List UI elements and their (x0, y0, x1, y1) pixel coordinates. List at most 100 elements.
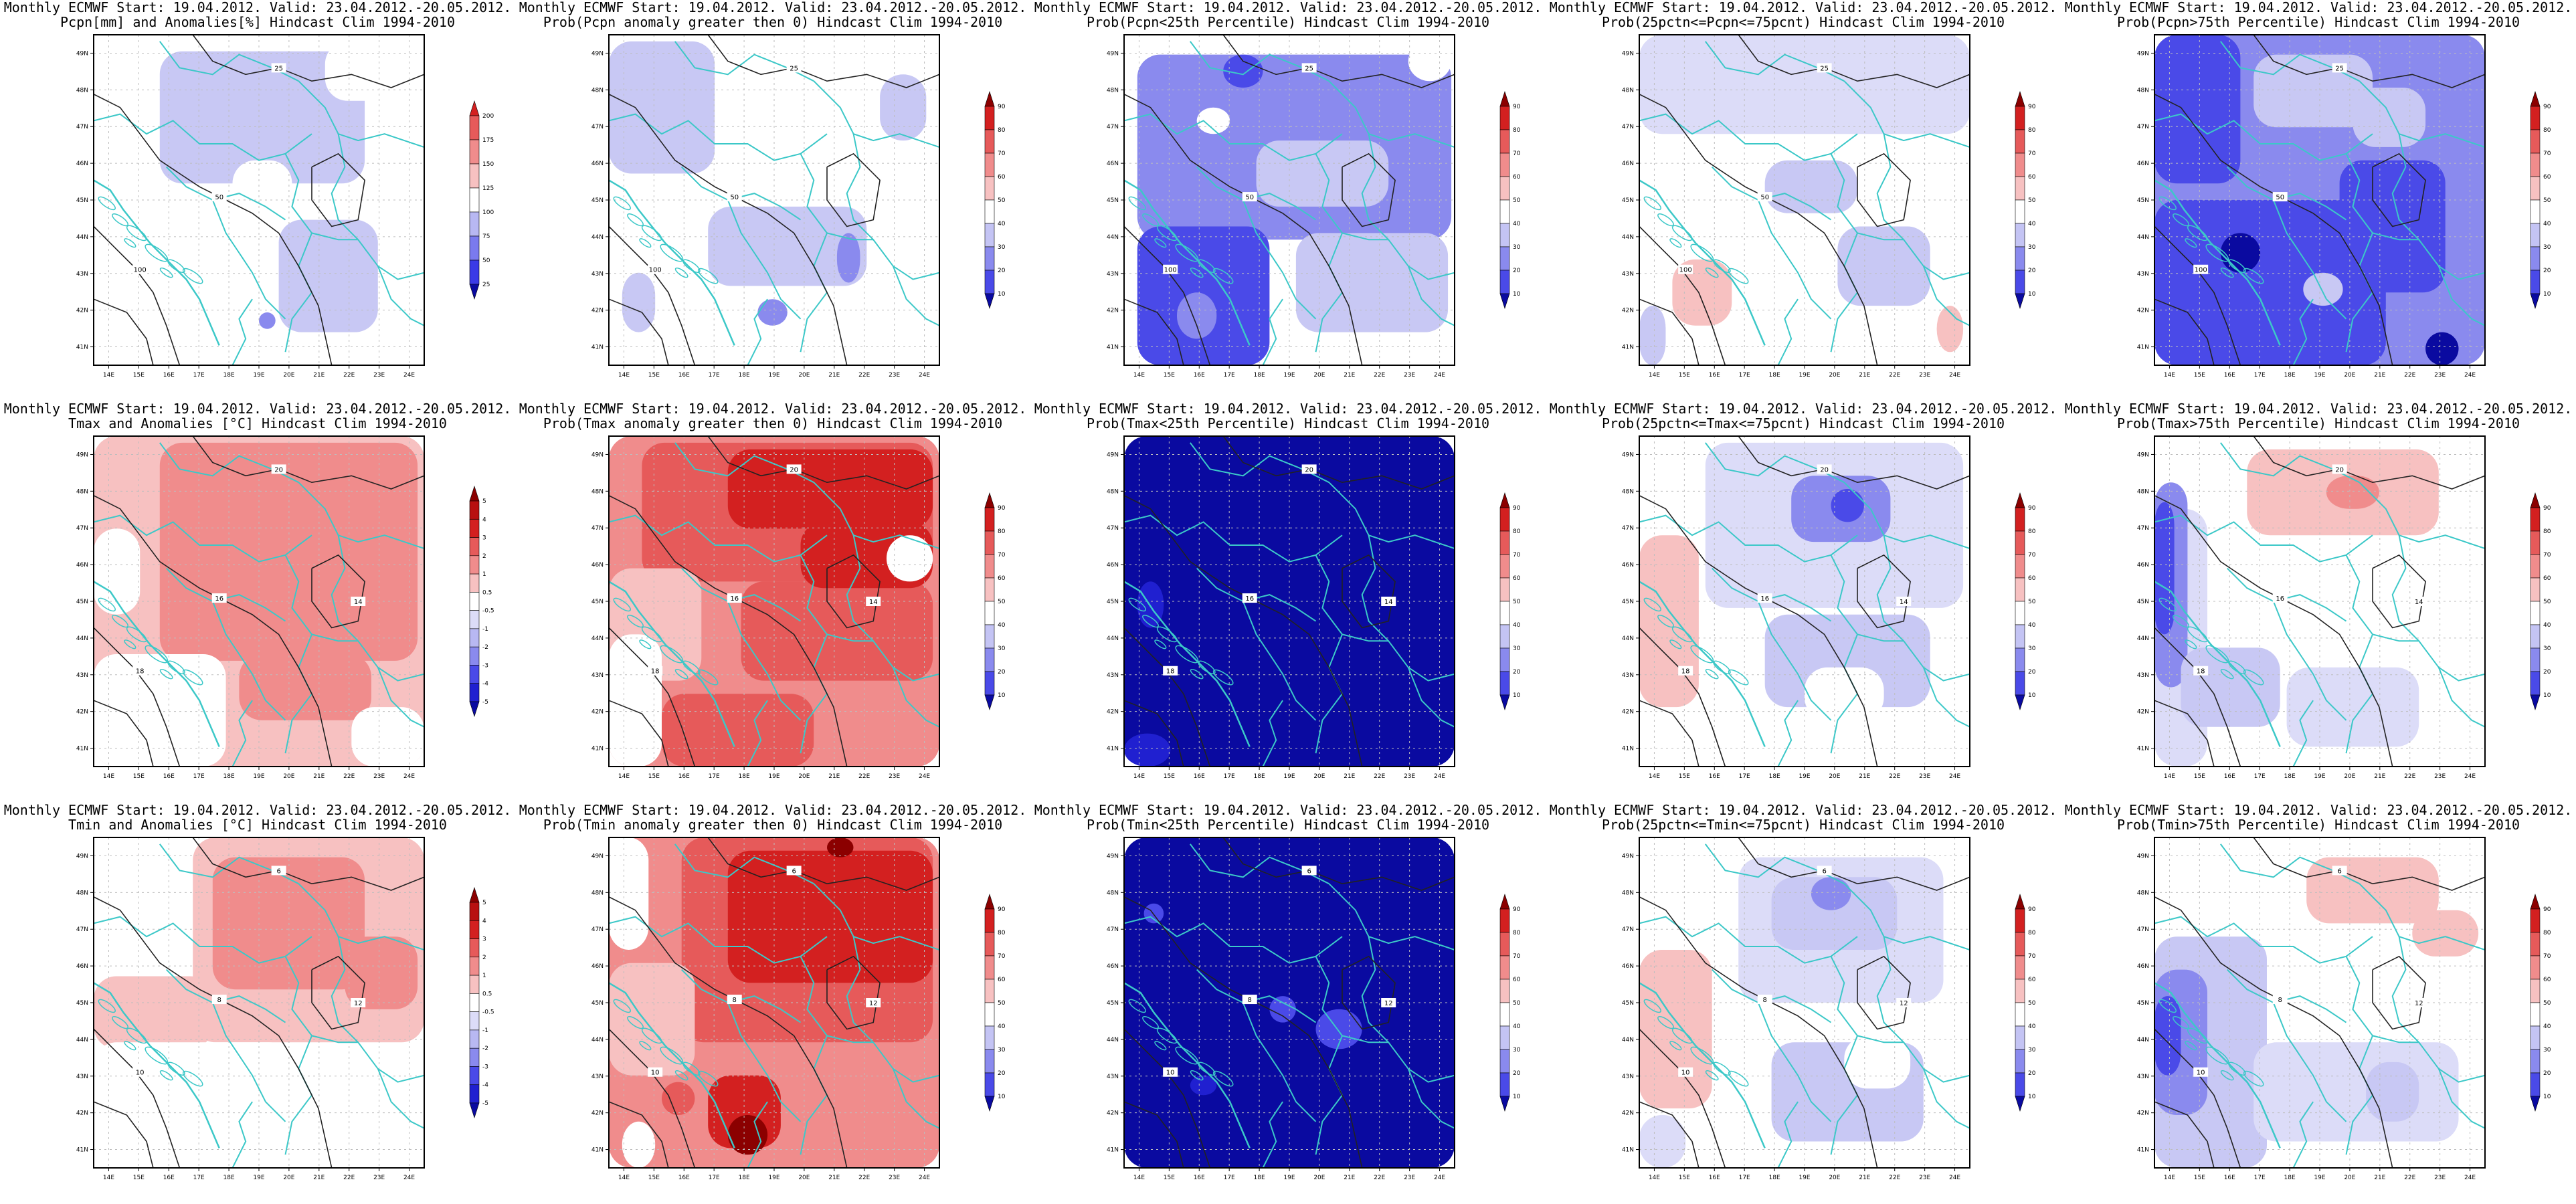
lon-label: 16E (163, 1175, 175, 1181)
contour-label-bg (1242, 593, 1257, 603)
contour-label: 8 (1763, 997, 1767, 1004)
country-border (1262, 1101, 1283, 1168)
lon-label: 21E (313, 773, 325, 780)
contour-label: 20 (1820, 466, 1829, 474)
lat-label: 41N (591, 1147, 604, 1154)
contour-label-bg (271, 866, 286, 876)
lon-label: 14E (1649, 773, 1660, 780)
colorbar-label: 70 (1513, 552, 1521, 559)
shaded-region (1190, 1075, 1217, 1096)
lat-label: 47N (1622, 525, 1634, 532)
country-border (1262, 298, 1283, 365)
lon-label: 19E (1799, 372, 1810, 379)
colorbar-segment (2530, 955, 2541, 980)
island (1212, 669, 1234, 686)
contour-label: 14 (2415, 599, 2423, 606)
colorbar-label: 10 (1513, 1094, 1521, 1100)
lat-label: 41N (2137, 746, 2149, 752)
country-border (1328, 80, 1455, 148)
country-border (826, 1035, 874, 1043)
country-border (2154, 916, 2373, 964)
island (2205, 645, 2229, 664)
colorbar-label: 20 (2028, 268, 2036, 274)
island (1156, 225, 1178, 241)
contour-line (2253, 837, 2485, 891)
lat-label: 49N (591, 853, 604, 860)
colorbar-segment (2015, 223, 2025, 247)
colorbar-arrow-bottom (1499, 1096, 1510, 1112)
contour-label: 10 (2197, 1070, 2205, 1077)
colorbar-segment (984, 199, 995, 224)
shaded-region (1124, 733, 1171, 767)
shaded-region (2303, 272, 2343, 306)
colorbar-segment (2530, 270, 2541, 294)
island (2158, 196, 2177, 211)
contour-line (826, 153, 881, 227)
shaded-region (1936, 306, 1964, 353)
country-border (1328, 482, 1455, 549)
lon-label: 22E (2404, 1175, 2415, 1181)
colorbar-segment (2015, 908, 2025, 933)
country-border (2345, 153, 2374, 353)
country-border (1757, 601, 1832, 721)
colorbar-label: 10 (998, 692, 1006, 699)
contour-label-bg (351, 998, 366, 1007)
map-plot: 16 18 20 14 49N 48N 47N 46N 45N 44N 43N 42N 41N 14E 15… (1622, 435, 2036, 780)
contour-line (2372, 153, 2426, 227)
lon-label: 14E (618, 1175, 630, 1181)
island (613, 597, 632, 612)
lat-label: 47N (1107, 926, 1119, 933)
lat-label: 46N (591, 963, 604, 970)
shaded-region (2154, 35, 2241, 184)
lat-label: 48N (76, 87, 88, 94)
contour-label: 12 (1900, 1000, 1908, 1007)
lat-label: 44N (76, 635, 88, 642)
lon-label: 21E (2374, 773, 2385, 780)
lon-label: 18E (2284, 372, 2296, 379)
shaded-region (1196, 107, 1230, 134)
country-border (609, 514, 828, 563)
contour-line (1639, 627, 1726, 767)
lon-label: 16E (163, 773, 175, 780)
contour-label-bg (2411, 998, 2427, 1007)
colorbar-arrow-bottom (984, 293, 995, 309)
coastline (1639, 581, 1766, 747)
colorbar-arrow-top (1499, 91, 1510, 107)
colorbar-label: 50 (2028, 599, 2036, 605)
colorbar-segment (2015, 270, 2025, 294)
country-border (2154, 113, 2373, 161)
lat-label: 47N (1622, 926, 1634, 933)
colorbar-label: 20 (2028, 1070, 2036, 1077)
colorbar-label: 30 (2028, 1047, 2036, 1054)
lat-label: 44N (591, 1037, 604, 1043)
lat-label: 41N (1622, 1147, 1634, 1154)
shaded-region (2154, 502, 2175, 635)
island (639, 639, 652, 649)
country-border (1242, 199, 1317, 320)
colorbar-label: 80 (2028, 127, 2036, 134)
colorbar-segment (2015, 153, 2025, 177)
island (1128, 597, 1147, 612)
country-border (1830, 555, 1859, 754)
colorbar-segment (469, 187, 480, 213)
country-border (331, 936, 424, 1083)
lon-label: 16E (678, 1175, 690, 1181)
lon-label: 15E (133, 372, 145, 379)
contour-label-bg (1301, 63, 1317, 73)
colorbar-segment (2530, 979, 2541, 1003)
lon-label: 24E (919, 1175, 930, 1181)
map-panel: Monthly ECMWF Start: 19.04.2012. Valid: … (1030, 401, 1546, 803)
colorbar-segment (1499, 223, 1510, 247)
lat-label: 41N (1622, 344, 1634, 351)
island (2187, 1027, 2208, 1044)
lon-label: 16E (2224, 372, 2235, 379)
shaded-region (2366, 1062, 2419, 1122)
island (2228, 660, 2246, 675)
panel-title-line2: Prob(Pcpn anomaly greater then 0) Hindca… (543, 14, 1003, 30)
colorbar-label: 125 (482, 185, 494, 192)
colorbar-segment (1499, 1002, 1510, 1027)
lon-label: 23E (1919, 773, 1930, 780)
lat-label: 45N (76, 1000, 88, 1007)
shaded-region (708, 206, 867, 286)
colorbar-segment (984, 223, 995, 247)
